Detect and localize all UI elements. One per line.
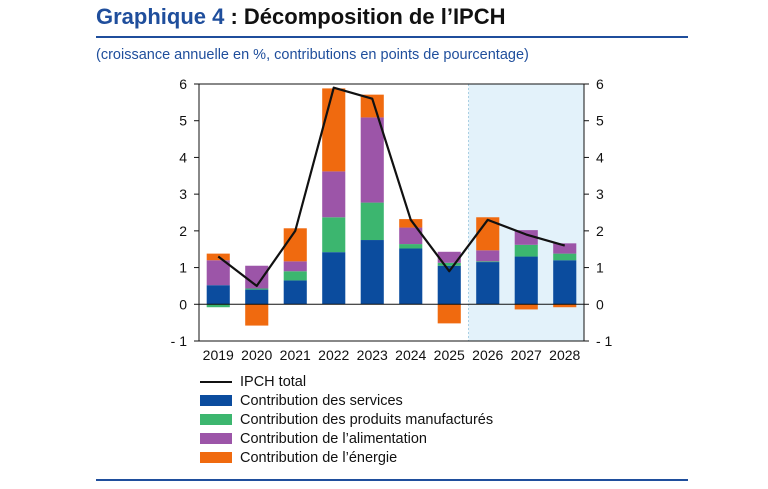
total-line	[217, 86, 566, 288]
bar-energie-2020	[245, 304, 269, 326]
y-tick-label-left: 3	[179, 186, 187, 202]
bar-services-2023	[360, 240, 384, 305]
y-tick-label-right: 5	[596, 113, 604, 129]
bar-services-2024	[399, 248, 423, 305]
legend-label-energie: Contribution de l’énergie	[240, 449, 398, 466]
bar-services-2028	[553, 260, 577, 305]
y-tick-label-right: - 1	[596, 333, 613, 349]
plot-frame	[198, 83, 585, 342]
legend-line-total	[200, 380, 232, 383]
legend: IPCH total Contribution des services Con…	[200, 372, 493, 467]
bar-alimentation-2025	[437, 251, 461, 263]
bar-energie-2022	[322, 88, 346, 172]
bar-energie-2024	[399, 219, 423, 228]
y-tick-label-left: 5	[179, 113, 187, 129]
chart-title: Graphique 4 : Décomposition de l’IPCH	[96, 4, 688, 30]
bar-services-2026	[476, 262, 500, 305]
bar-energie-2026	[476, 217, 500, 251]
bar-manufactures-2028	[553, 253, 577, 261]
bar-alimentation-2022	[322, 171, 346, 218]
bar-alimentation-2019	[206, 260, 230, 286]
y-tick-label-right: 3	[596, 186, 604, 202]
bar-alimentation-2024	[399, 227, 423, 245]
bar-energie-2025	[437, 304, 461, 324]
bar-manufactures-2022	[322, 217, 346, 253]
legend-swatch-energie	[200, 452, 232, 463]
y-tick-label-left: 6	[179, 76, 187, 92]
chart-subtitle: (croissance annuelle en %, contributions…	[96, 47, 529, 63]
legend-item-manufactures: Contribution des produits manufacturés	[200, 410, 493, 429]
legend-item-total: IPCH total	[200, 372, 493, 391]
x-tick-label: 2025	[434, 347, 465, 363]
bar-manufactures-2024	[399, 244, 423, 249]
bar-services-2025	[437, 265, 461, 305]
bar-manufactures-2027	[514, 244, 538, 257]
x-tick-label: 2022	[318, 347, 349, 363]
bar-manufactures-2021	[283, 271, 307, 281]
bar-alimentation-2021	[283, 261, 307, 272]
legend-label-manufactures: Contribution des produits manufacturés	[240, 411, 494, 428]
y-tick-label-right: 4	[596, 149, 604, 165]
y-tick-label-right: 1	[596, 260, 604, 276]
legend-label-services: Contribution des services	[240, 392, 403, 409]
bar-manufactures-2020	[245, 288, 269, 290]
y-tick-label-left: 2	[179, 223, 187, 239]
bar-alimentation-2028	[553, 243, 577, 254]
legend-swatch-manufactures	[200, 414, 232, 425]
bottom-rule	[96, 479, 688, 481]
bar-energie-2021	[283, 228, 307, 262]
bar-manufactures-2025	[437, 262, 461, 266]
x-tick-label: 2021	[280, 347, 311, 363]
bar-services-2019	[206, 285, 230, 305]
y-tick-label-left: 4	[179, 149, 187, 165]
bar-services-2022	[322, 252, 346, 305]
y-tick-label-right: 6	[596, 76, 604, 92]
x-tick-label: 2024	[395, 347, 426, 363]
title-separator: :	[224, 4, 244, 29]
x-tick-label: 2020	[241, 347, 272, 363]
chart-header: Graphique 4 : Décomposition de l’IPCH	[96, 4, 688, 38]
bar-services-2021	[283, 280, 307, 305]
bar-energie-2028	[553, 304, 577, 308]
y-tick-label-left: 1	[179, 260, 187, 276]
bar-alimentation-2026	[476, 250, 500, 262]
x-tick-label: 2019	[203, 347, 234, 363]
bar-manufactures-2026	[476, 261, 500, 263]
chart-title-text: Décomposition de l’IPCH	[243, 4, 506, 29]
legend-label-alimentation: Contribution de l’alimentation	[240, 430, 427, 447]
legend-label-total: IPCH total	[240, 373, 307, 390]
legend-item-alimentation: Contribution de l’alimentation	[200, 429, 493, 448]
bar-alimentation-2023	[360, 117, 384, 203]
bar-energie-2023	[360, 94, 384, 118]
x-tick-label: 2027	[511, 347, 542, 363]
y-tick-label-right: 0	[596, 296, 604, 312]
chart-number: Graphique 4	[96, 4, 225, 29]
bar-manufactures-2019	[206, 304, 230, 308]
legend-item-energie: Contribution de l’énergie	[200, 448, 493, 467]
title-rule	[96, 36, 688, 38]
bar-energie-2027	[514, 304, 538, 310]
legend-swatch-services	[200, 395, 232, 406]
bar-alimentation-2027	[514, 230, 538, 245]
legend-swatch-alimentation	[200, 433, 232, 444]
x-tick-label: 2026	[472, 347, 503, 363]
y-tick-label-left: 0	[179, 296, 187, 312]
y-tick-label-left: - 1	[171, 333, 188, 349]
x-tick-label: 2023	[357, 347, 388, 363]
x-tick-label: 2028	[549, 347, 580, 363]
bar-services-2027	[514, 256, 538, 305]
y-tick-label-right: 2	[596, 223, 604, 239]
legend-item-services: Contribution des services	[200, 391, 493, 410]
bar-services-2020	[245, 289, 269, 305]
bar-manufactures-2023	[360, 202, 384, 241]
